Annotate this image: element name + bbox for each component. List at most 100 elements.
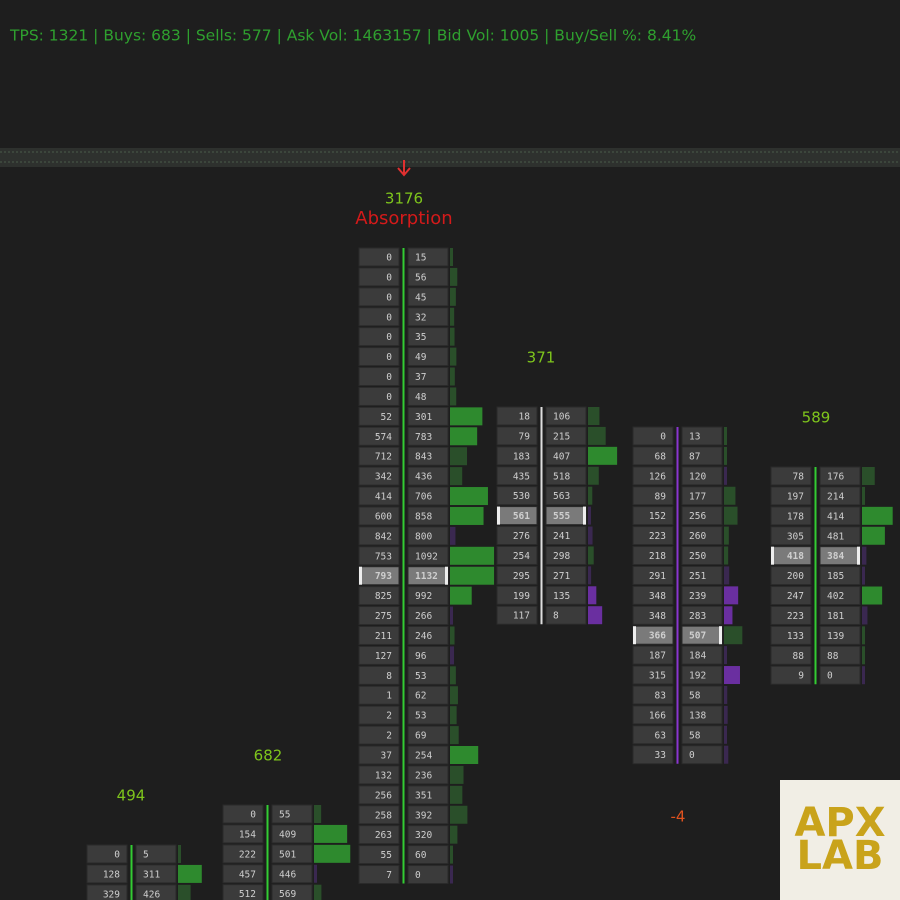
bid-cell (358, 725, 400, 745)
bid-volume: 37 (381, 751, 392, 762)
bid-cell (632, 426, 674, 446)
bid-cell (496, 466, 538, 486)
delta-bar (724, 626, 743, 645)
ask-volume: 569 (279, 889, 296, 900)
delta-bar (588, 466, 599, 485)
bid-cell (496, 426, 538, 446)
ask-volume: 320 (415, 830, 432, 841)
bid-volume: 88 (793, 651, 805, 662)
ask-volume: 283 (689, 611, 706, 622)
delta-bar (450, 546, 495, 565)
bid-volume: 117 (513, 611, 530, 622)
annotation: Absorption (355, 208, 452, 229)
bid-volume: 0 (250, 810, 256, 821)
ask-cell (545, 426, 587, 446)
ask-cell (271, 824, 313, 844)
ask-cell (545, 585, 587, 605)
bid-cell (358, 327, 400, 347)
ask-volume: 298 (553, 551, 570, 562)
ask-volume: 181 (827, 611, 844, 622)
bid-cell (770, 586, 812, 606)
ask-cell (819, 605, 861, 625)
bid-volume: 2 (386, 731, 392, 742)
bid-volume: 126 (649, 471, 666, 482)
ask-cell (407, 586, 449, 606)
bid-volume: 414 (375, 492, 392, 503)
ask-cell (135, 844, 177, 864)
bid-volume: 0 (386, 253, 392, 264)
ask-volume: 351 (415, 790, 432, 801)
delta-bar (862, 626, 865, 645)
bid-volume: 342 (375, 472, 392, 483)
delta-bar (450, 427, 478, 446)
ask-cell (681, 546, 723, 566)
bid-cell (632, 506, 674, 526)
ask-volume: 53 (415, 711, 426, 722)
bid-cell (358, 825, 400, 845)
bid-volume: 68 (655, 451, 667, 462)
delta-bar (588, 446, 618, 465)
bid-volume: 222 (239, 849, 256, 860)
ask-volume: 254 (415, 751, 432, 762)
bid-cell (358, 845, 400, 865)
delta-bar (588, 407, 600, 425)
ask-cell (681, 725, 723, 745)
bid-cell (632, 486, 674, 506)
bid-volume: 79 (519, 431, 531, 442)
delta-bar (588, 586, 597, 605)
bid-cell (358, 406, 400, 426)
delta-bar (450, 586, 472, 605)
ask-volume: 0 (415, 870, 421, 881)
bid-volume: 315 (649, 671, 666, 682)
ask-volume: 256 (689, 511, 706, 522)
bid-volume: 166 (649, 710, 666, 721)
ask-cell (407, 347, 449, 367)
ask-cell (271, 884, 313, 900)
ask-volume: 35 (415, 332, 426, 343)
bid-cell (86, 844, 128, 864)
bid-volume: 200 (787, 571, 804, 582)
delta-bar (450, 287, 456, 306)
delta-bar (588, 606, 603, 625)
ask-cell (819, 665, 861, 685)
bid-volume: 223 (649, 531, 666, 542)
delta-bar (450, 765, 464, 784)
ask-volume: 53 (415, 671, 426, 682)
ask-cell (407, 486, 449, 506)
bid-cell (632, 645, 674, 665)
bid-cell (358, 526, 400, 546)
ask-cell (407, 307, 449, 327)
bid-volume: 55 (381, 850, 392, 861)
ask-volume: 87 (689, 451, 700, 462)
ask-cell (819, 526, 861, 546)
bid-volume: 291 (649, 571, 666, 582)
bid-cell (770, 665, 812, 685)
ask-volume: 69 (415, 731, 427, 742)
bid-volume: 132 (375, 770, 392, 781)
delta-bar (450, 447, 468, 466)
ask-volume: 0 (827, 671, 833, 682)
ask-cell (407, 546, 449, 566)
bid-volume: 0 (386, 312, 392, 323)
delta-bar (724, 725, 727, 744)
delta-bar (724, 526, 729, 545)
ask-volume: 555 (553, 511, 570, 522)
status-bar: TPS: 1321 | Buys: 683 | Sells: 577 | Ask… (9, 27, 696, 45)
column-total: 682 (254, 747, 283, 765)
bid-volume: 78 (793, 472, 805, 483)
ask-cell (545, 466, 587, 486)
bid-volume: 247 (787, 591, 804, 602)
delta-bar (450, 865, 453, 884)
delta-bar (450, 367, 455, 386)
bid-volume: 329 (103, 889, 120, 900)
delta-bar (588, 526, 593, 545)
bid-volume: 512 (239, 889, 256, 900)
delta-bar (862, 646, 865, 665)
ask-volume: 106 (553, 412, 570, 423)
bid-cell (496, 446, 538, 466)
ask-volume: 214 (827, 491, 844, 502)
poc-edge (857, 546, 860, 565)
bid-volume: 254 (513, 551, 530, 562)
ask-cell (545, 605, 587, 625)
